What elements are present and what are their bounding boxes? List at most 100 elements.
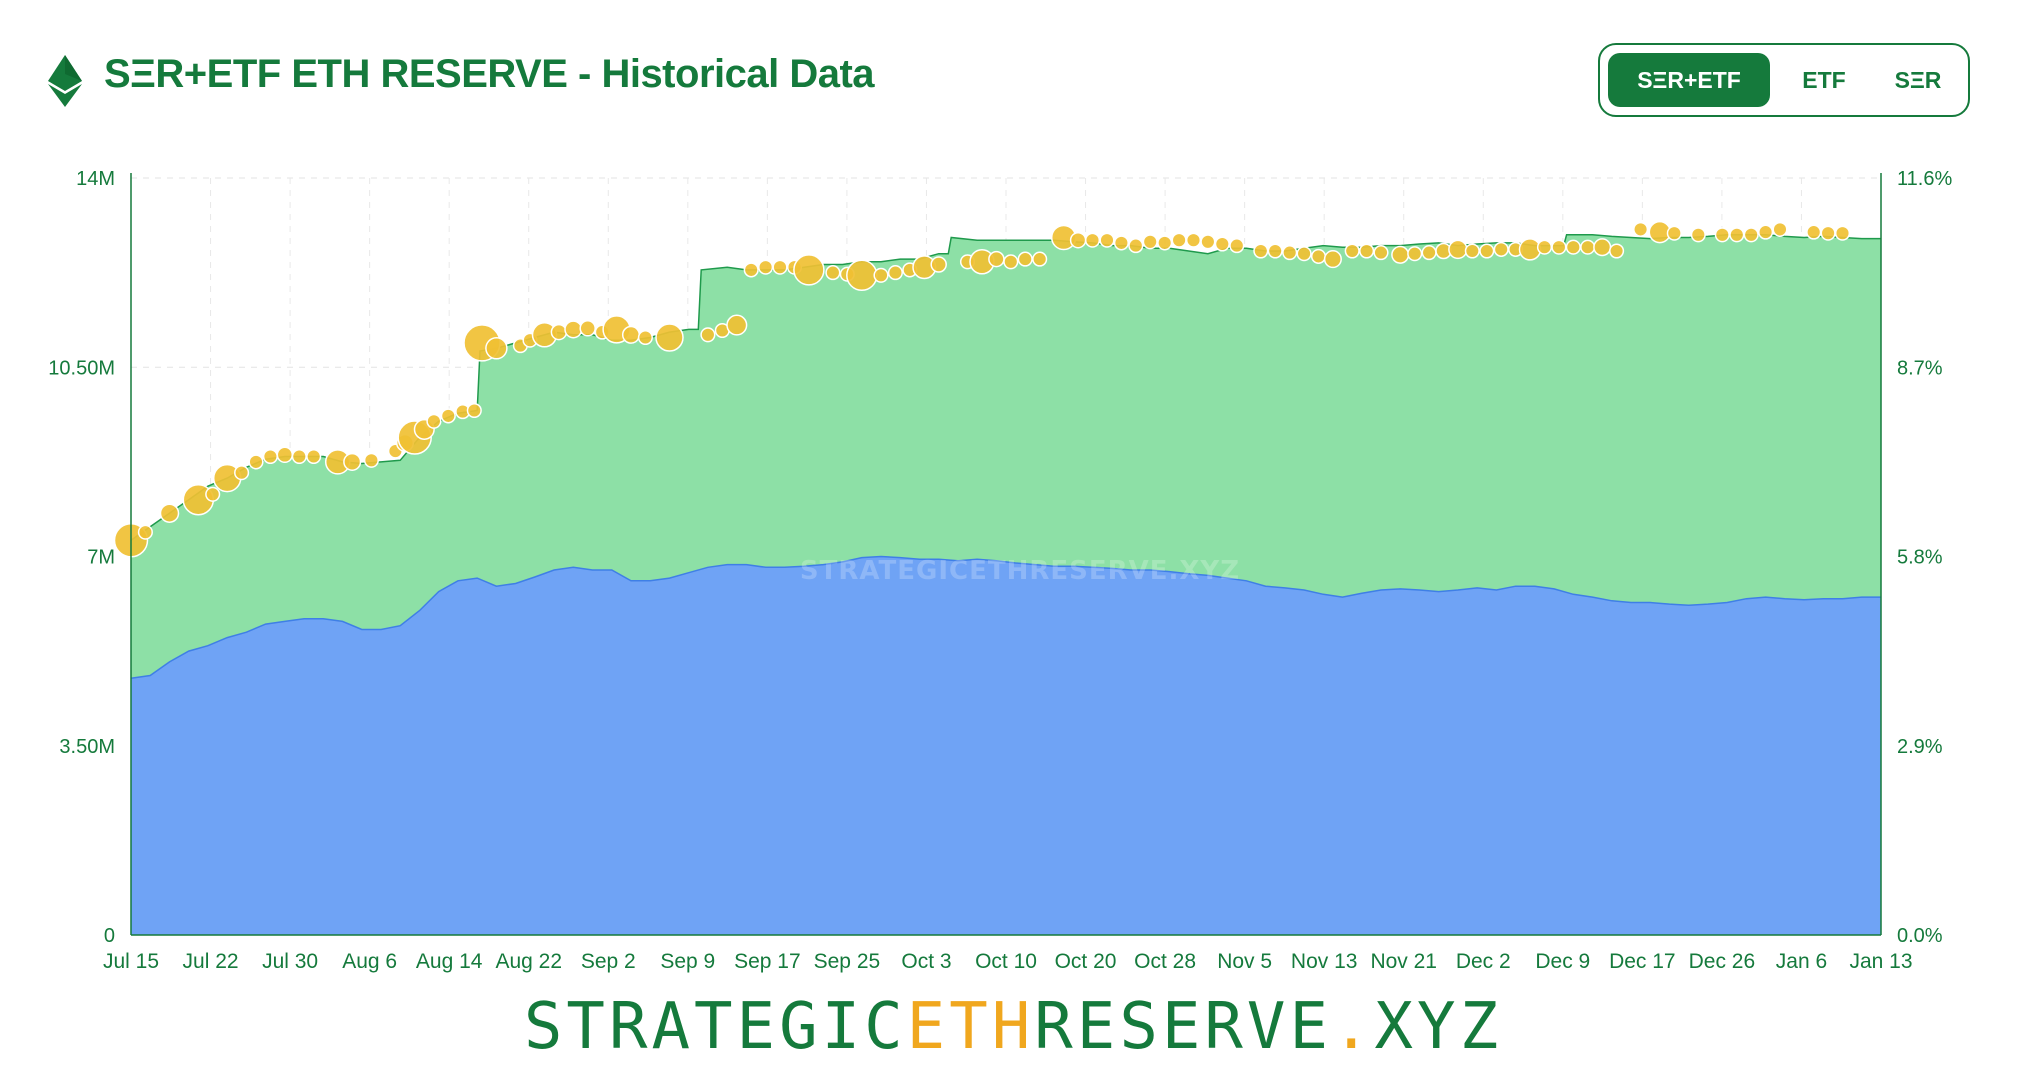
purchase-bubble xyxy=(1580,239,1596,255)
purchase-bubble xyxy=(743,262,759,278)
x-tick-label: Oct 28 xyxy=(1134,950,1196,973)
purchase-bubble xyxy=(343,452,362,471)
x-tick-label: Sep 2 xyxy=(581,950,636,973)
purchase-bubble xyxy=(887,265,903,281)
purchase-bubble xyxy=(1214,236,1230,252)
footer-reserve: RESERVE xyxy=(1034,990,1332,1064)
tab-ser-etf[interactable]: SΞR+ETF xyxy=(1608,53,1770,107)
x-tick-label: Jul 15 xyxy=(103,950,159,973)
purchase-bubble xyxy=(1171,232,1187,248)
x-tick-label: Aug 6 xyxy=(342,950,397,973)
chart-axes: 0 3.50M 7M 10.50M 14M 0.0% 2.9% 5.8% 8.7% 11.6% Ju… xyxy=(48,168,1952,973)
purchase-bubble xyxy=(1282,245,1298,261)
dataset-toggle: SΞR+ETF ETF SΞR xyxy=(1598,43,1970,117)
chart-watermark: STRATEGICETHRESERVE.XYZ xyxy=(800,556,1240,586)
purchase-bubble xyxy=(1391,245,1410,264)
footer-brand: STRATEGICETHRESERVE.XYZ xyxy=(0,990,2026,1064)
purchase-bubble xyxy=(1714,227,1730,243)
purchase-bubble xyxy=(1758,224,1774,240)
purchase-bubble xyxy=(1373,245,1389,261)
x-tick-label: Nov 5 xyxy=(1217,950,1272,973)
y-left-tick-label: 10.50M xyxy=(48,357,115,379)
x-tick-label: Dec 9 xyxy=(1535,950,1590,973)
footer-strategic: STRATEGIC xyxy=(523,990,907,1064)
y-right-tick-label: 5.8% xyxy=(1897,547,1943,569)
footer-xyz: XYZ xyxy=(1374,990,1503,1064)
purchase-bubble xyxy=(1806,224,1822,240)
purchase-bubble xyxy=(159,503,180,523)
purchase-bubble xyxy=(1032,251,1048,267)
x-tick-label: Dec 26 xyxy=(1689,950,1756,973)
purchase-bubble xyxy=(1128,238,1144,254)
page-title: SΞR+ETF ETH RESERVE - Historical Data xyxy=(104,52,875,96)
reserve-area-chart: STRATEGICETHRESERVE.XYZ 0 3.50M 7M 10.50M 14… xyxy=(48,168,1952,973)
purchase-bubble xyxy=(873,267,889,283)
purchase-bubble xyxy=(306,448,322,465)
x-tick-label: Oct 20 xyxy=(1055,950,1117,973)
purchase-bubble xyxy=(1536,239,1553,255)
purchase-bubble xyxy=(485,337,508,360)
y-right-tick-label: 0.0% xyxy=(1897,925,1943,947)
x-tick-label: Jul 30 xyxy=(262,950,318,973)
purchase-bubble xyxy=(1464,243,1480,259)
ethereum-diamond-icon xyxy=(48,55,82,107)
chart-bubbles xyxy=(113,220,1851,558)
purchase-bubble xyxy=(1310,248,1327,264)
y-left-tick-label: 0 xyxy=(104,925,115,947)
purchase-bubble xyxy=(205,486,221,502)
purchase-bubble xyxy=(1017,251,1033,267)
purchase-bubble xyxy=(772,259,788,275)
purchase-bubble xyxy=(1407,246,1423,262)
purchase-bubble xyxy=(1729,227,1745,243)
purchase-bubble xyxy=(1448,239,1468,260)
x-tick-label: Sep 17 xyxy=(734,950,801,973)
purchase-bubble xyxy=(655,323,684,352)
purchase-bubble xyxy=(825,265,841,281)
x-tick-label: Sep 9 xyxy=(660,950,715,973)
purchase-bubble xyxy=(1157,235,1173,251)
purchase-bubble xyxy=(363,452,379,468)
x-tick-label: Sep 25 xyxy=(814,950,881,973)
tab-etf[interactable]: ETF xyxy=(1802,67,1846,93)
tab-ser[interactable]: SΞR xyxy=(1894,67,1942,93)
purchase-bubble xyxy=(846,259,878,292)
purchase-bubble xyxy=(637,329,653,346)
purchase-bubble xyxy=(1267,243,1283,259)
purchase-bubble xyxy=(1551,239,1567,255)
purchase-bubble xyxy=(466,402,482,419)
purchase-bubble xyxy=(1743,227,1759,243)
purchase-bubble xyxy=(579,320,596,337)
y-left-tick-label: 3.50M xyxy=(59,736,115,758)
purchase-bubble xyxy=(1593,238,1612,257)
purchase-bubble xyxy=(1200,234,1216,250)
purchase-bubble xyxy=(988,250,1005,268)
purchase-bubble xyxy=(1834,225,1851,241)
purchase-bubble xyxy=(1323,250,1342,269)
y-left-tick-label: 14M xyxy=(76,168,115,190)
x-tick-label: Oct 10 xyxy=(975,950,1037,973)
purchase-bubble xyxy=(793,254,825,286)
y-right-tick-label: 11.6% xyxy=(1897,168,1952,190)
purchase-bubble xyxy=(1772,221,1788,237)
purchase-bubble xyxy=(1229,238,1245,254)
purchase-bubble xyxy=(1003,254,1019,270)
purchase-bubble xyxy=(1069,231,1087,249)
purchase-bubble xyxy=(621,325,641,344)
purchase-bubble xyxy=(1479,243,1495,259)
etf-line xyxy=(130,555,1881,679)
y-right-tick-label: 2.9% xyxy=(1897,736,1943,758)
purchase-bubble xyxy=(1421,245,1437,261)
x-tick-label: Oct 3 xyxy=(901,950,951,973)
purchase-bubble xyxy=(291,448,307,465)
purchase-bubble xyxy=(1666,225,1682,241)
purchase-bubble xyxy=(1296,246,1312,262)
purchase-bubble xyxy=(550,323,568,341)
purchase-bubble xyxy=(1113,235,1129,251)
etf-area xyxy=(131,556,1881,935)
footer-dot: . xyxy=(1331,990,1375,1064)
purchase-bubble xyxy=(1099,232,1115,248)
purchase-bubble xyxy=(262,448,278,465)
purchase-bubble xyxy=(700,327,716,343)
purchase-bubble xyxy=(440,408,456,424)
x-tick-label: Dec 17 xyxy=(1609,950,1676,973)
